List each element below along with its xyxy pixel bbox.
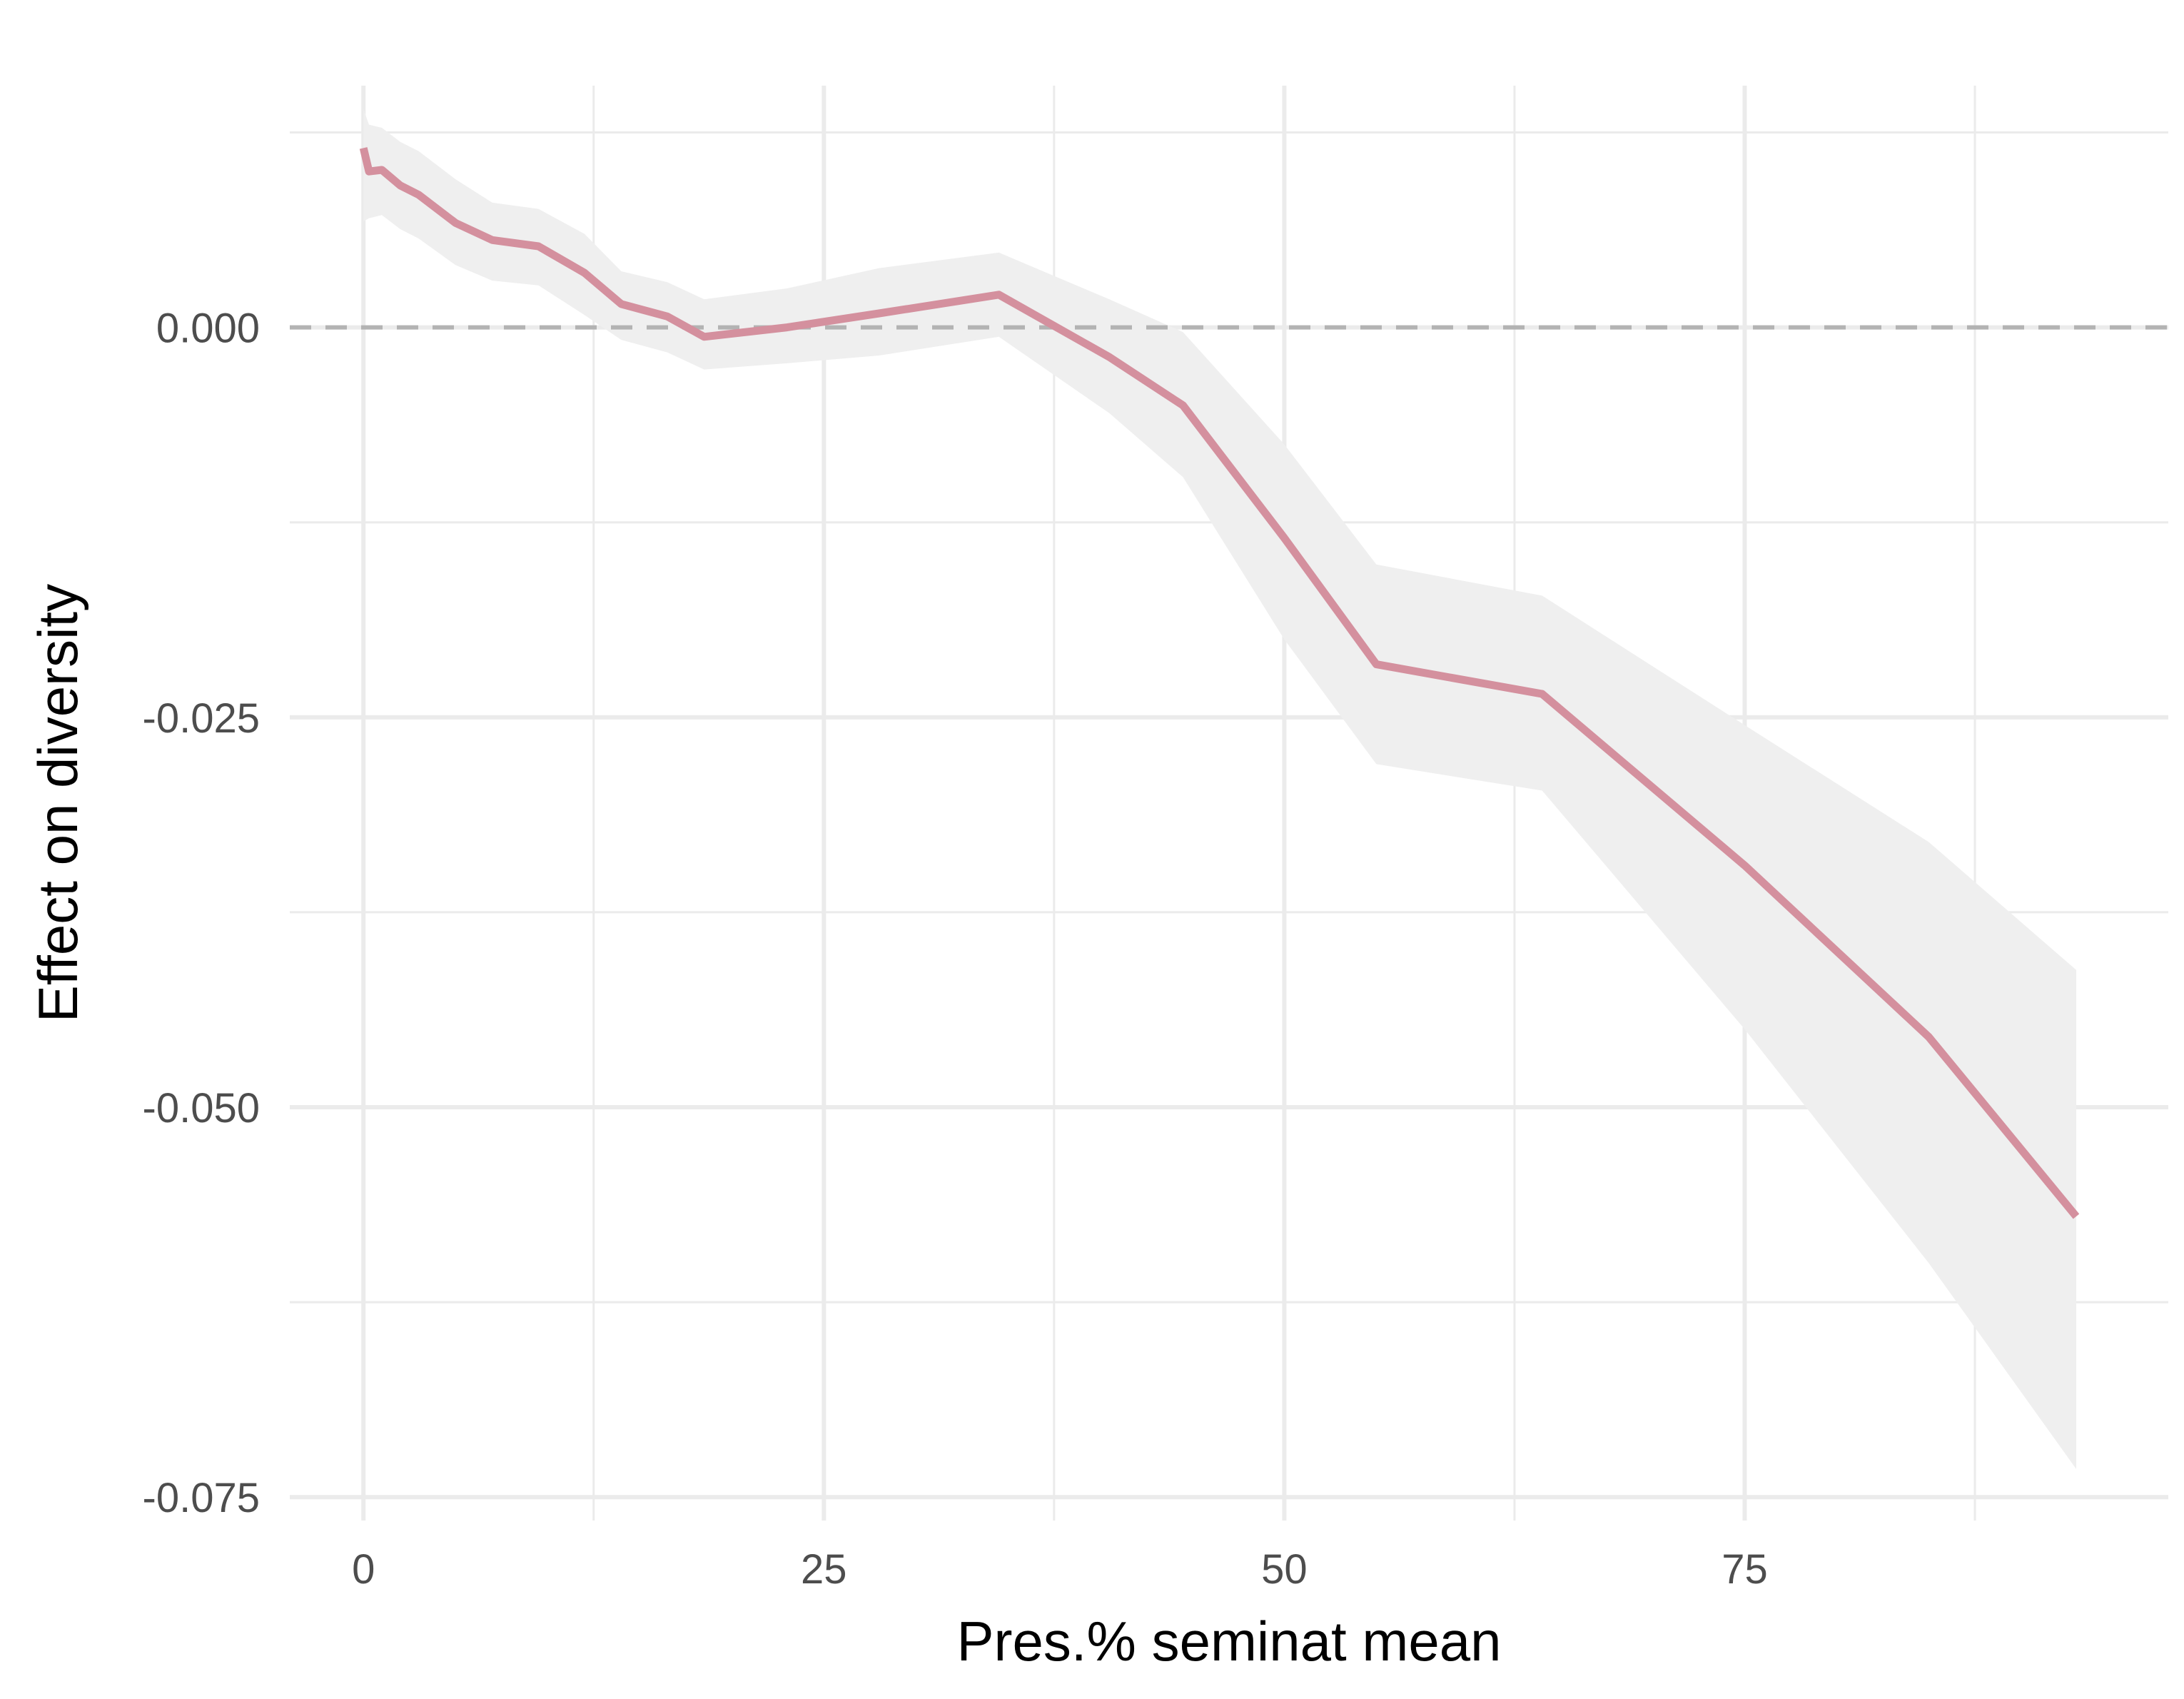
x-tick-label: 75 bbox=[1722, 1546, 1768, 1593]
confidence-band-layer bbox=[363, 109, 2077, 1469]
y-tick-label: -0.025 bbox=[143, 695, 260, 742]
x-tick-label: 0 bbox=[352, 1546, 375, 1593]
x-tick-label: 25 bbox=[801, 1546, 847, 1593]
y-tick-label: -0.050 bbox=[143, 1085, 260, 1131]
effect-line bbox=[359, 147, 2080, 1219]
series-line-layer bbox=[359, 147, 2080, 1219]
x-tick-labels: 0 25 50 75 bbox=[352, 1546, 1768, 1593]
x-tick-label: 50 bbox=[1261, 1546, 1308, 1593]
y-tick-label: -0.075 bbox=[143, 1475, 260, 1521]
y-tick-label: 0.000 bbox=[156, 306, 260, 352]
y-axis-title: Effect on diversity bbox=[26, 584, 89, 1022]
x-axis-title: Pres.% seminat mean bbox=[957, 1610, 1502, 1673]
confidence-band bbox=[363, 109, 2077, 1469]
y-tick-labels: 0.000 -0.025 -0.050 -0.075 bbox=[143, 306, 260, 1522]
